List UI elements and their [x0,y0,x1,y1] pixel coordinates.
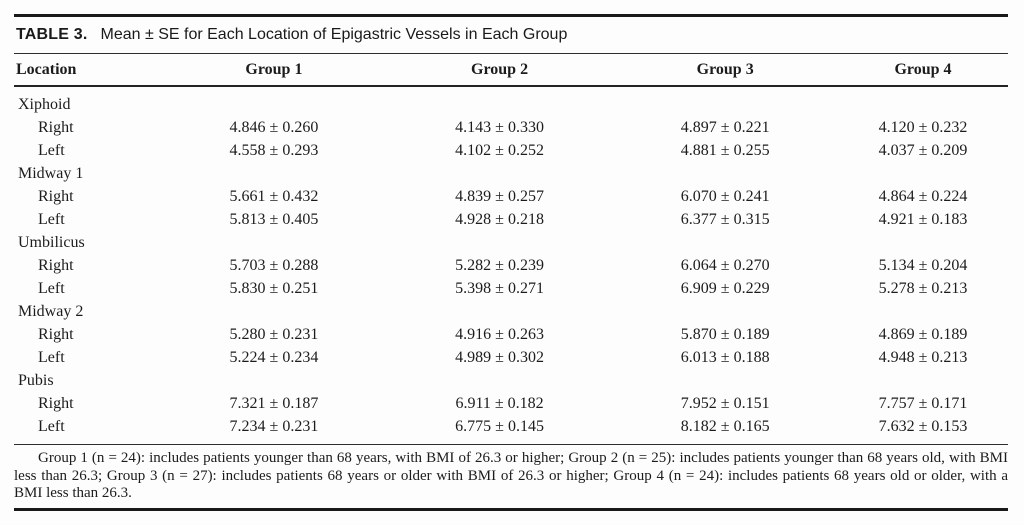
cell-group2: 6.775 ± 0.145 [455,417,544,435]
cell-group4: 5.278 ± 0.213 [878,279,968,297]
cell-group2: 5.398 ± 0.271 [455,279,544,297]
cell-group3: 7.952 ± 0.151 [680,394,770,412]
row-label: Left [38,348,65,366]
row-label: Left [38,279,65,297]
cell-group2: 4.839 ± 0.257 [455,187,544,205]
row-label: Left [38,141,65,159]
cell-group3: 6.070 ± 0.241 [680,187,770,205]
table-row: Right 7.321 ± 0.187 6.911 ± 0.182 7.952 … [14,392,1008,415]
cell-group3: 6.013 ± 0.188 [680,348,770,366]
cell-group2: 6.911 ± 0.182 [455,394,544,412]
cell-group2: 4.928 ± 0.218 [455,210,544,228]
section-label: Xiphoid [18,95,71,113]
table-title: Mean ± SE for Each Location of Epigastri… [100,26,568,43]
cell-group1: 4.558 ± 0.293 [229,141,319,159]
row-label: Right [38,325,74,343]
table-row: Right 5.280 ± 0.231 4.916 ± 0.263 5.870 … [14,323,1008,346]
table-row: Left 5.224 ± 0.234 4.989 ± 0.302 6.013 ±… [14,346,1008,369]
bottom-rule [14,507,1008,511]
cell-group2: 4.102 ± 0.252 [455,141,544,159]
cell-group4: 4.037 ± 0.209 [878,141,968,159]
cell-group3: 4.897 ± 0.221 [680,118,770,136]
table-label: TABLE 3. [16,26,88,43]
cell-group4: 4.864 ± 0.224 [878,187,968,205]
cell-group2: 4.989 ± 0.302 [455,348,544,366]
cell-group4: 4.921 ± 0.183 [878,210,968,228]
cell-group4: 4.120 ± 0.232 [878,118,968,136]
table-row: Right 5.703 ± 0.288 5.282 ± 0.239 6.064 … [14,254,1008,277]
cell-group1: 5.813 ± 0.405 [229,210,319,228]
row-label: Left [38,210,65,228]
column-header-group1: Group 1 [161,54,387,87]
section-label: Midway 1 [18,164,84,182]
cell-group3: 6.064 ± 0.270 [680,256,770,274]
cell-group3: 5.870 ± 0.189 [680,325,770,343]
section-row-midway2: Midway 2 [14,300,1008,323]
cell-group3: 6.377 ± 0.315 [680,210,770,228]
cell-group1: 5.703 ± 0.288 [229,256,319,274]
cell-group3: 4.881 ± 0.255 [680,141,770,159]
table-row: Right 5.661 ± 0.432 4.839 ± 0.257 6.070 … [14,185,1008,208]
column-header-location: Location [14,54,162,87]
column-header-group4: Group 4 [837,54,1008,87]
caption-rule [14,53,1008,54]
header-row: Location Group 1 Group 2 Group 3 Group 4 [14,54,1008,87]
cell-group1: 5.830 ± 0.251 [229,279,319,297]
cell-group3: 6.909 ± 0.229 [680,279,770,297]
cell-group1: 5.224 ± 0.234 [229,348,319,366]
cell-group4: 4.869 ± 0.189 [878,325,968,343]
row-label: Right [38,256,74,274]
section-row-midway1: Midway 1 [14,162,1008,185]
cell-group1: 7.321 ± 0.187 [229,394,319,412]
cell-group2: 4.916 ± 0.263 [455,325,544,343]
cell-group1: 4.846 ± 0.260 [229,118,319,136]
cell-group1: 7.234 ± 0.231 [229,417,319,435]
data-table: Location Group 1 Group 2 Group 3 Group 4… [14,54,1008,444]
table-row: Right 4.846 ± 0.260 4.143 ± 0.330 4.897 … [14,116,1008,139]
cell-group2: 5.282 ± 0.239 [455,256,544,274]
column-header-group2: Group 2 [386,54,613,87]
cell-group1: 5.661 ± 0.432 [229,187,319,205]
table-row: Left 5.830 ± 0.251 5.398 ± 0.271 6.909 ±… [14,277,1008,300]
table-caption: TABLE 3. Mean ± SE for Each Location of E… [14,17,1008,53]
cell-group4: 7.632 ± 0.153 [878,417,968,435]
top-rule [14,14,1008,17]
row-label: Right [38,118,74,136]
row-label: Right [38,187,74,205]
section-row-umbilicus: Umbilicus [14,231,1008,254]
cell-group4: 4.948 ± 0.213 [878,348,968,366]
cell-group3: 8.182 ± 0.165 [680,417,770,435]
section-label: Pubis [18,371,54,389]
table-row: Left 5.813 ± 0.405 4.928 ± 0.218 6.377 ±… [14,208,1008,231]
table-footnote: Group 1 (n = 24): includes patients youn… [14,450,1008,501]
section-label: Umbilicus [18,233,85,251]
section-row-pubis: Pubis [14,369,1008,392]
cell-group4: 7.757 ± 0.171 [878,394,968,412]
row-label: Right [38,394,74,412]
section-row-xiphoid: Xiphoid [14,86,1008,116]
cell-group4: 5.134 ± 0.204 [878,256,968,274]
column-header-group3: Group 3 [612,54,838,87]
table-row: Left 7.234 ± 0.231 6.775 ± 0.145 8.182 ±… [14,415,1008,444]
footnote-section: Group 1 (n = 24): includes patients youn… [14,444,1008,508]
row-label: Left [38,417,65,435]
cell-group1: 5.280 ± 0.231 [229,325,319,343]
section-label: Midway 2 [18,302,84,320]
cell-group2: 4.143 ± 0.330 [455,118,544,136]
table-row: Left 4.558 ± 0.293 4.102 ± 0.252 4.881 ±… [14,139,1008,162]
